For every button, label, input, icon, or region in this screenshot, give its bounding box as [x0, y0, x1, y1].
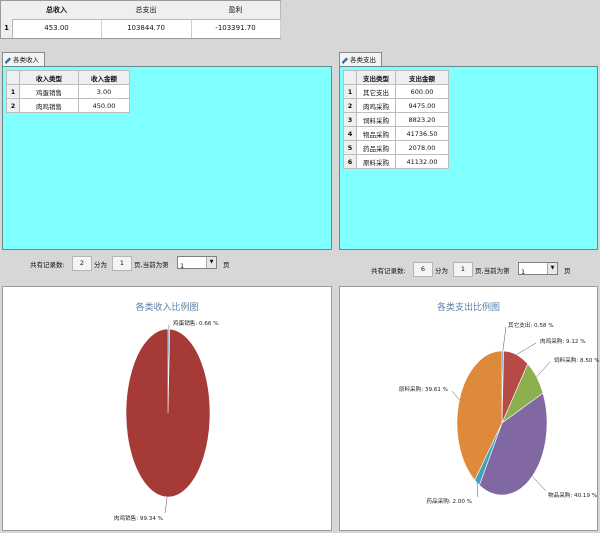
table-row[interactable]: 1 鸡蛋销售 3.00	[6, 84, 130, 99]
expense-pie-chart: 其它支出: 0.58 % 肉鸡采购: 9.12 % 饲料采购: 8.50 % 物品采购…	[399, 321, 599, 505]
table-row[interactable]: 2 肉鸡采购 9475.00	[343, 98, 449, 113]
pager-pages-box: 1	[112, 256, 132, 271]
tab-income-summary[interactable]: 各类收入汇总	[2, 52, 45, 78]
table-row[interactable]: 6 原料采购 41132.00	[343, 154, 449, 169]
expense-amount-cell[interactable]: 41736.50	[395, 126, 449, 141]
slice-label-2: 肉鸡采购: 9.12 %	[540, 337, 586, 345]
leader-line-4	[532, 476, 547, 492]
slice-label-6: 原料采购: 39.61 %	[399, 385, 448, 393]
table-row[interactable]: 4 物品采购 41736.50	[343, 126, 449, 141]
summary-header-profit[interactable]: 盈利	[191, 1, 281, 20]
edit-icon	[342, 57, 349, 64]
income-pager: 共有记录数: 2 分为 1 页,当前为第 1 ▼ 页	[30, 256, 240, 271]
page-select[interactable]: 1 ▼	[177, 256, 217, 270]
expense-amount-cell[interactable]: 600.00	[395, 84, 449, 99]
row-number: 2	[343, 98, 357, 113]
pager-split-label: 分为	[94, 261, 107, 269]
table-row[interactable]: 2 肉鸡销售 450.00	[6, 98, 130, 113]
table-row[interactable]: 5 药品采购 2078.00	[343, 140, 449, 155]
summary-income-value[interactable]: 453.00	[12, 19, 102, 38]
pager-page-suffix: 页	[223, 261, 230, 269]
leader-line-2	[164, 496, 168, 514]
slice-label-5: 药品采购: 2.00 %	[426, 497, 472, 505]
expense-table-corner	[343, 70, 357, 85]
expense-chart-title: 各类支出比例图	[436, 303, 500, 313]
expense-amount-cell[interactable]: 8823.20	[395, 112, 449, 127]
income-col-amount[interactable]: 收入金额	[78, 70, 130, 85]
expense-col-type[interactable]: 支出类型	[356, 70, 396, 85]
pager-split-label: 分为	[435, 267, 448, 275]
expense-type-cell[interactable]: 饲料采购	[356, 112, 396, 127]
pager-page-suffix: 页	[564, 267, 571, 275]
pager-pages-box: 1	[453, 262, 473, 277]
income-col-type[interactable]: 收入类型	[19, 70, 79, 85]
expense-col-amount[interactable]: 支出金额	[395, 70, 449, 85]
row-number: 3	[343, 112, 357, 127]
expense-type-cell[interactable]: 原料采购	[356, 154, 396, 169]
income-type-cell[interactable]: 肉鸡销售	[19, 98, 79, 113]
chevron-down-icon[interactable]: ▼	[547, 263, 557, 274]
slice-label-3: 饲料采购: 8.50 %	[554, 356, 599, 364]
income-chart-panel: 各类收入比例图 鸡蛋销售: 0.66 % 肉鸡销售: 99.34 %	[2, 286, 332, 531]
expense-type-cell[interactable]: 药品采购	[356, 140, 396, 155]
row-number: 1	[6, 84, 20, 99]
slice-label-2: 肉鸡销售: 99.34 %	[114, 514, 163, 522]
summary-row-number: 1	[1, 19, 13, 38]
slice-label-4: 物品采购: 40.19 %	[548, 491, 597, 499]
expense-table: 支出类型 支出金额 1 其它支出 600.00 2 肉鸡采购 9475.00 3 饲料采购…	[343, 70, 449, 169]
expense-amount-cell[interactable]: 9475.00	[395, 98, 449, 113]
expense-pager: 共有记录数: 6 分为 1 页,当前为第 1 ▼ 页	[371, 262, 581, 277]
summary-header-expense[interactable]: 总支出	[101, 1, 192, 20]
expense-amount-cell[interactable]: 2078.00	[395, 140, 449, 155]
expense-type-cell[interactable]: 其它支出	[356, 84, 396, 99]
income-amount-cell[interactable]: 450.00	[78, 98, 130, 113]
row-number: 5	[343, 140, 357, 155]
leader-line-1	[502, 326, 507, 352]
row-number: 2	[6, 98, 20, 113]
expense-grid-area: 支出类型 支出金额 1 其它支出 600.00 2 肉鸡采购 9475.00 3 饲料采购…	[339, 66, 598, 250]
income-type-cell[interactable]: 鸡蛋销售	[19, 84, 79, 99]
expense-amount-cell[interactable]: 41132.00	[395, 154, 449, 169]
income-table-corner	[6, 70, 20, 85]
income-chart-title: 各类收入比例图	[135, 303, 199, 313]
expense-type-cell[interactable]: 物品采购	[356, 126, 396, 141]
income-table: 收入类型 收入金额 1 鸡蛋销售 3.00 2 肉鸡销售 450.00	[6, 70, 130, 113]
leader-line-3	[536, 361, 551, 378]
pager-total-label: 共有记录数:	[30, 261, 65, 269]
pager-current-label: 页,当前为第	[134, 261, 169, 269]
row-number: 1	[343, 84, 357, 99]
page-select-value: 1	[521, 268, 526, 276]
edit-icon	[5, 57, 12, 64]
pager-total-box: 2	[72, 256, 92, 271]
summary-header-income[interactable]: 总收入	[12, 1, 102, 20]
table-row[interactable]: 1 其它支出 600.00	[343, 84, 449, 99]
pie-slice-2[interactable]	[125, 328, 211, 498]
slice-label-1: 鸡蛋销售: 0.66 %	[173, 319, 219, 327]
income-grid-area: 收入类型 收入金额 1 鸡蛋销售 3.00 2 肉鸡销售 450.00	[2, 66, 332, 250]
page-select[interactable]: 1 ▼	[518, 262, 558, 276]
leader-line-2	[516, 342, 537, 355]
summary-profit-value[interactable]: -103391.70	[191, 19, 281, 38]
slice-label-1: 其它支出: 0.58 %	[508, 321, 554, 329]
expense-chart-panel: 各类支出比例图 其它支出: 0.58 % 肉鸡采购: 9.12 % 饲料采购: 8.…	[339, 286, 599, 531]
pager-total-box: 6	[413, 262, 433, 277]
income-amount-cell[interactable]: 3.00	[78, 84, 130, 99]
pager-total-label: 共有记录数:	[371, 267, 406, 275]
table-row[interactable]: 3 饲料采购 8823.20	[343, 112, 449, 127]
row-number: 6	[343, 154, 357, 169]
leader-line-6	[451, 390, 460, 401]
page-select-value: 1	[180, 262, 185, 270]
chevron-down-icon[interactable]: ▼	[206, 257, 216, 268]
summary-grid: 总收入 总支出 盈利 1 453.00 103844.70 -103391.70	[0, 0, 281, 39]
leader-line-5	[476, 482, 479, 498]
expense-type-cell[interactable]: 肉鸡采购	[356, 98, 396, 113]
pie-slice-6[interactable]	[456, 350, 503, 481]
row-number: 4	[343, 126, 357, 141]
income-pie-chart: 鸡蛋销售: 0.66 % 肉鸡销售: 99.34 %	[114, 319, 219, 522]
tab-expense-summary[interactable]: 各类支出汇总	[339, 52, 382, 78]
pager-current-label: 页,当前为第	[475, 267, 510, 275]
summary-expense-value[interactable]: 103844.70	[101, 19, 192, 38]
